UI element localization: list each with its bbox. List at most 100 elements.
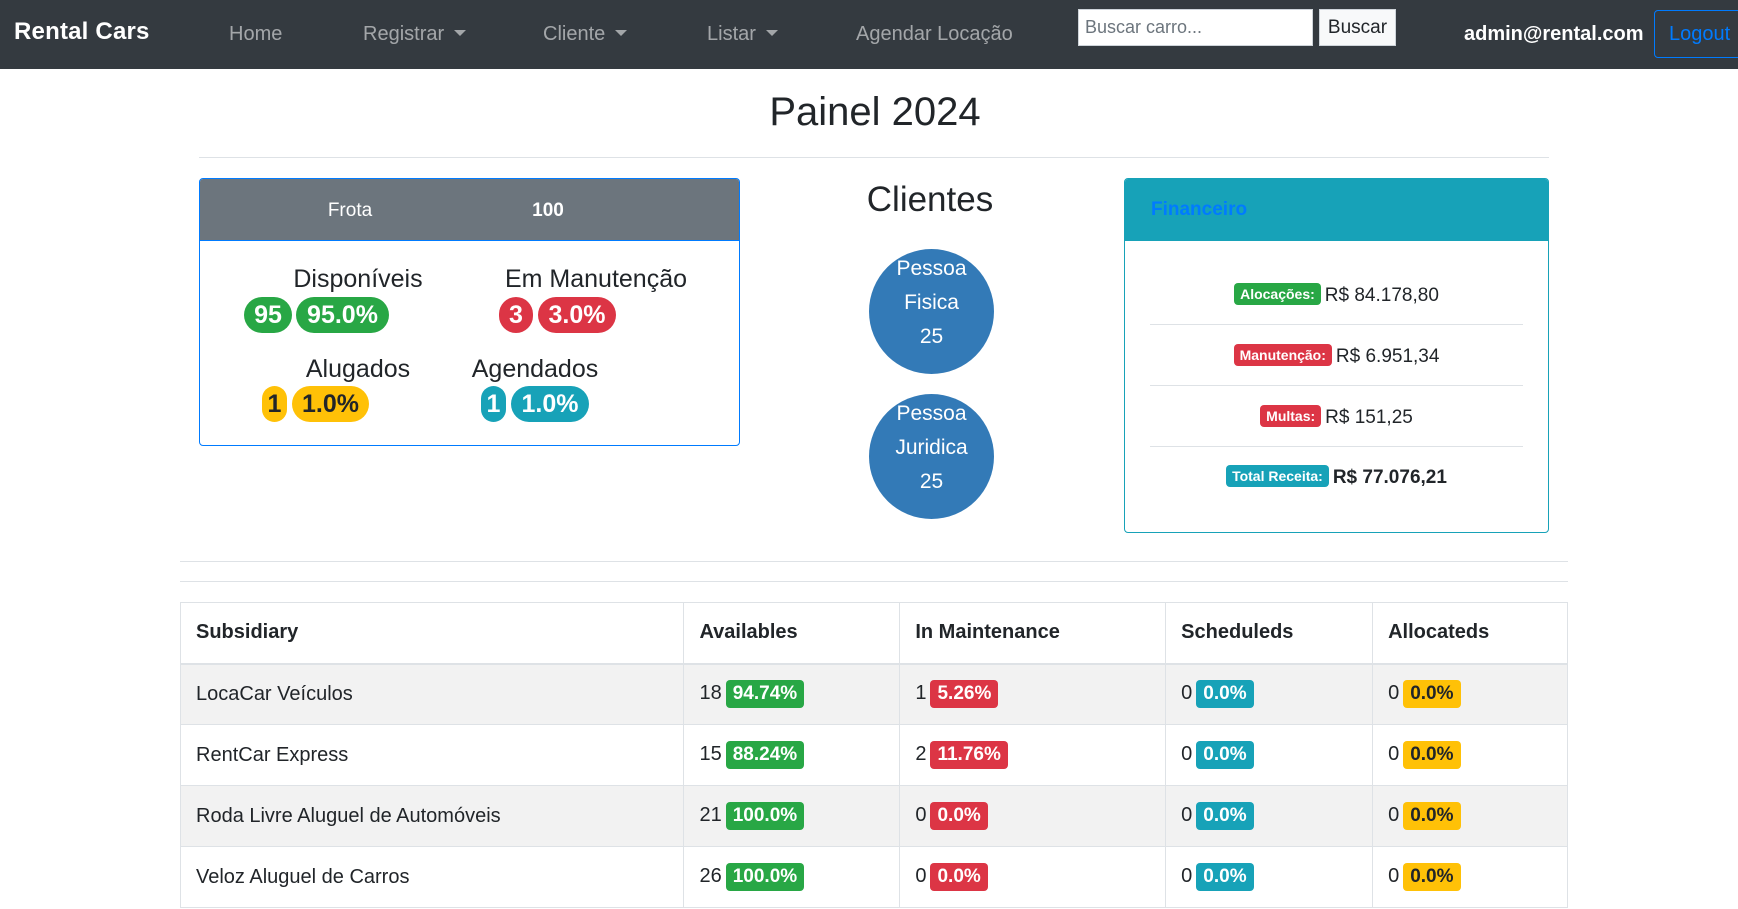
th-in-maintenance: In Maintenance xyxy=(899,602,1167,665)
multas-badge: Multas: xyxy=(1260,405,1322,427)
allocateds-count: 0 xyxy=(1388,743,1400,765)
alugados-percent: 1.0% xyxy=(292,386,369,422)
disponiveis-percent: 95.0% xyxy=(296,297,389,333)
th-subsidiary: Subsidiary xyxy=(179,602,685,665)
allocateds-count: 0 xyxy=(1388,804,1400,826)
nav-listar-label: Listar xyxy=(707,23,756,45)
scheduleds-count: 0 xyxy=(1181,743,1193,765)
maintenance-count: 2 xyxy=(915,743,927,765)
section-divider xyxy=(180,581,1568,582)
user-email: admin@rental.com xyxy=(1464,23,1644,45)
title-divider xyxy=(199,157,1549,158)
availables-cell: 26 100.0% xyxy=(683,846,901,908)
fin-row-divider xyxy=(1150,385,1523,386)
nav-home[interactable]: Home xyxy=(229,23,282,46)
availables-count: 26 xyxy=(699,865,722,887)
fin-row-manutencao: Manutenção: R$ 6.951,34 xyxy=(1150,326,1523,386)
allocateds-cell: 0 0.0% xyxy=(1372,785,1568,847)
section-divider xyxy=(180,561,1568,562)
pessoa-juridica-line2: Juridica xyxy=(895,436,968,459)
agendados-count: 1 xyxy=(481,386,506,422)
fin-row-divider xyxy=(1150,324,1523,325)
maintenance-cell: 0 0.0% xyxy=(899,785,1167,847)
maintenance-count: 0 xyxy=(915,804,927,826)
scheduleds-percent-badge: 0.0% xyxy=(1196,863,1254,891)
scheduleds-count: 0 xyxy=(1181,804,1193,826)
nav-home-label: Home xyxy=(229,23,283,45)
nav-registrar-label: Registrar xyxy=(363,23,445,45)
allocateds-percent-badge: 0.0% xyxy=(1403,680,1461,709)
frota-total: 100 xyxy=(532,200,564,221)
financeiro-title: Financeiro xyxy=(1151,199,1248,220)
maintenance-percent-badge: 0.0% xyxy=(930,802,988,830)
availables-count: 18 xyxy=(699,682,722,705)
nav-agendar-label: Agendar Locação xyxy=(856,23,1013,45)
scheduleds-percent-badge: 0.0% xyxy=(1196,680,1254,709)
scheduleds-count: 0 xyxy=(1181,865,1193,887)
disponiveis-title: Disponíveis xyxy=(293,265,423,293)
availables-count: 15 xyxy=(699,743,722,765)
top-navbar: Rental Cars Home Registrar Cliente Lista… xyxy=(0,0,1738,69)
th-scheduleds: Scheduleds xyxy=(1165,602,1374,665)
availables-count: 21 xyxy=(699,804,722,826)
availables-percent-badge: 100.0% xyxy=(725,863,805,891)
availables-cell: 21 100.0% xyxy=(683,785,901,847)
disponiveis-count: 95 xyxy=(244,297,292,333)
search-button[interactable]: Buscar xyxy=(1319,9,1396,46)
maintenance-percent-badge: 5.26% xyxy=(930,680,999,709)
scheduleds-cell: 0 0.0% xyxy=(1165,663,1374,725)
alocacoes-badge: Alocações: xyxy=(1234,283,1321,305)
maintenance-cell: 1 5.26% xyxy=(899,663,1167,725)
pessoa-fisica-count: 25 xyxy=(919,325,944,348)
allocateds-count: 0 xyxy=(1388,682,1400,705)
availables-cell: 18 94.74% xyxy=(683,663,901,725)
table-row: Roda Livre Aluguel de Automóveis 21 100.0… xyxy=(179,785,1568,847)
subsidiary-name: RentCar Express xyxy=(179,724,685,786)
th-allocateds: Allocateds xyxy=(1372,602,1568,665)
nav-listar-dropdown[interactable]: Listar xyxy=(707,23,778,46)
manutencao-value: R$ 6.951,34 xyxy=(1335,346,1440,367)
logout-button[interactable]: Logout xyxy=(1654,10,1738,58)
search-input[interactable] xyxy=(1078,9,1313,46)
pessoa-juridica-count: 25 xyxy=(919,470,944,493)
table-header-row: Subsidiary Availables In Maintenance Sch… xyxy=(179,602,1568,665)
nav-cliente-label: Cliente xyxy=(543,23,606,45)
pessoa-fisica-circle: Pessoa Fisica 25 xyxy=(869,249,994,374)
agendados-title: Agendados xyxy=(471,355,599,383)
subsidiary-name: LocaCar Veículos xyxy=(179,663,685,725)
fin-row-total-receita: Total Receita: R$ 77.076,21 xyxy=(1150,447,1523,507)
nav-registrar-dropdown[interactable]: Registrar xyxy=(363,23,467,46)
pessoa-fisica-line1: Pessoa xyxy=(896,257,967,280)
scheduleds-cell: 0 0.0% xyxy=(1165,724,1374,786)
allocateds-percent-badge: 0.0% xyxy=(1403,802,1461,830)
financeiro-card: Financeiro Alocações: R$ 84.178,80 Manute… xyxy=(1124,178,1549,533)
maintenance-count: 0 xyxy=(915,865,927,887)
brand-logo[interactable]: Rental Cars xyxy=(14,18,150,45)
frota-card: Frota 100 Disponíveis 95 95.0% Em Manute… xyxy=(199,178,740,446)
allocateds-count: 0 xyxy=(1388,865,1400,887)
manutencao-percent: 3.0% xyxy=(538,297,616,333)
subsidiary-table: Subsidiary Availables In Maintenance Sch… xyxy=(179,602,1568,908)
clientes-title: Clientes xyxy=(866,180,994,219)
alugados-count: 1 xyxy=(262,386,287,422)
subsidiary-name: Veloz Aluguel de Carros xyxy=(179,846,685,908)
fin-row-multas: Multas: R$ 151,25 xyxy=(1150,387,1523,447)
nav-agendar-locacao[interactable]: Agendar Locação xyxy=(856,23,1013,46)
scheduleds-percent-badge: 0.0% xyxy=(1196,802,1254,830)
th-availables: Availables xyxy=(683,602,901,665)
scheduleds-cell: 0 0.0% xyxy=(1165,846,1374,908)
caret-down-icon xyxy=(454,30,467,36)
allocateds-cell: 0 0.0% xyxy=(1372,724,1568,786)
page-title: Painel 2024 xyxy=(769,90,981,134)
table-row: LocaCar Veículos 18 94.74% 1 5.26% 0 0.0% 0… xyxy=(179,663,1568,725)
alugados-title: Alugados xyxy=(305,355,411,383)
manutencao-badge: Manutenção: xyxy=(1233,344,1332,366)
table-row: Veloz Aluguel de Carros 26 100.0% 0 0.0% 0… xyxy=(179,846,1568,908)
allocateds-cell: 0 0.0% xyxy=(1372,846,1568,908)
subsidiary-name: Roda Livre Aluguel de Automóveis xyxy=(179,785,685,847)
availables-percent-badge: 100.0% xyxy=(725,802,805,830)
maintenance-cell: 0 0.0% xyxy=(899,846,1167,908)
total-receita-badge: Total Receita: xyxy=(1226,465,1329,487)
nav-cliente-dropdown[interactable]: Cliente xyxy=(543,23,628,46)
availables-cell: 15 88.24% xyxy=(683,724,901,786)
